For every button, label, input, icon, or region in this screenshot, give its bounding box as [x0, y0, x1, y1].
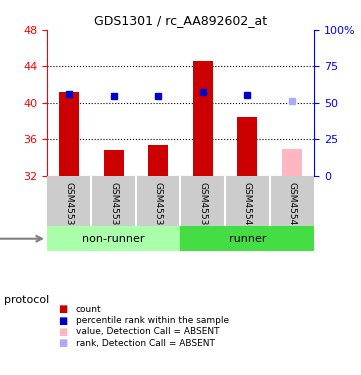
Text: value, Detection Call = ABSENT: value, Detection Call = ABSENT — [76, 327, 219, 336]
Title: GDS1301 / rc_AA892602_at: GDS1301 / rc_AA892602_at — [94, 15, 267, 27]
Bar — [148, 145, 168, 176]
Text: GSM45540: GSM45540 — [243, 182, 252, 231]
Text: protocol: protocol — [4, 295, 49, 305]
Text: GSM45541: GSM45541 — [287, 182, 296, 231]
Bar — [47, 226, 180, 251]
Bar — [104, 150, 124, 176]
Text: ■: ■ — [58, 304, 67, 314]
Text: non-runner: non-runner — [82, 234, 145, 244]
Bar — [59, 92, 79, 176]
Bar — [237, 117, 257, 176]
Text: GSM45536: GSM45536 — [65, 182, 74, 231]
Text: GSM45537: GSM45537 — [109, 182, 118, 231]
Text: runner: runner — [229, 234, 266, 244]
Text: ■: ■ — [58, 338, 67, 348]
Text: GSM45538: GSM45538 — [154, 182, 163, 231]
Bar — [180, 226, 336, 251]
Text: rank, Detection Call = ABSENT: rank, Detection Call = ABSENT — [76, 339, 215, 348]
Text: count: count — [76, 305, 101, 314]
Bar — [193, 61, 213, 176]
Bar — [282, 148, 302, 176]
Text: ■: ■ — [58, 316, 67, 326]
Text: GSM45539: GSM45539 — [198, 182, 207, 231]
Text: ■: ■ — [58, 327, 67, 337]
Text: percentile rank within the sample: percentile rank within the sample — [76, 316, 229, 325]
